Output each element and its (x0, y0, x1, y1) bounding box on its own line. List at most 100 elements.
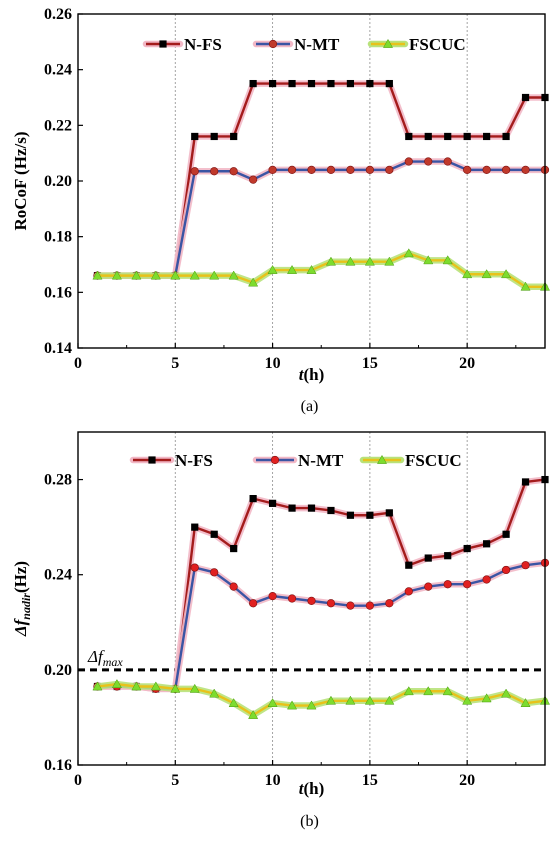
legend-label: FSCUC (405, 451, 462, 470)
legend: N-FS N-MT FSCUC (129, 451, 462, 470)
square-marker-17 (405, 561, 413, 569)
triangle-marker-17 (403, 248, 414, 258)
legend-label: N-FS (175, 451, 213, 470)
circle-marker-9 (249, 599, 258, 608)
circle-marker-22 (501, 165, 511, 174)
triangle-marker-10 (267, 698, 278, 708)
triangle-marker-20 (462, 695, 473, 705)
triangle-marker-17 (403, 686, 414, 696)
x-axis-label-unit: (h) (303, 779, 324, 798)
square-marker-13 (327, 506, 335, 515)
triangle-marker-12 (306, 700, 317, 710)
legend-label: N-MT (298, 451, 344, 470)
x-tick-label-2: 10 (265, 355, 281, 372)
square-marker-22 (502, 530, 510, 538)
square-marker-8 (230, 544, 238, 553)
triangle-marker-19 (442, 686, 453, 696)
x-tick-label-4: 20 (459, 772, 475, 789)
x-axis-label: t(h) (299, 365, 325, 384)
circle-marker-22 (501, 565, 511, 575)
circle-marker-15 (365, 165, 374, 174)
circle-marker-0 (268, 39, 278, 49)
circle-marker-6 (190, 167, 199, 176)
circle-marker-7 (210, 167, 219, 176)
square-marker-14 (346, 511, 355, 519)
circle-marker-16 (385, 599, 394, 608)
square-marker-6 (191, 523, 199, 531)
legend: N-FS N-MT FSCUC (142, 35, 466, 54)
square-marker-0 (148, 456, 156, 464)
triangle-marker-22 (501, 269, 512, 279)
y-axis-label-main: Δf (11, 617, 30, 637)
circle-marker-0 (270, 455, 280, 465)
y-axis-label: Δfnadir(Hz) (11, 561, 33, 637)
y-tick-label-5: 0.24 (44, 62, 72, 79)
series-line (97, 82, 545, 277)
y-tick-label-1: 0.20 (44, 662, 72, 679)
circle-marker-18 (424, 157, 433, 166)
triangle-marker-5 (170, 683, 181, 693)
series-n-fs (93, 79, 549, 280)
triangle-marker-18 (423, 255, 434, 265)
circle-marker-10 (268, 592, 277, 601)
triangle-marker-2 (111, 679, 122, 688)
series-glow-line (94, 80, 549, 279)
y-tick-label-2: 0.24 (44, 567, 72, 584)
square-marker-11 (288, 79, 296, 88)
x-tick-label-2: 10 (265, 772, 281, 789)
square-marker-15 (366, 79, 374, 88)
circle-marker-23 (521, 561, 530, 570)
y-tick-label-1: 0.16 (44, 284, 72, 301)
y-tick-label-2: 0.18 (44, 229, 72, 246)
triangle-marker-12 (306, 264, 317, 274)
y-tick-label-0: 0.16 (44, 757, 72, 774)
square-marker-16 (385, 509, 393, 517)
triangle-marker-16 (384, 695, 395, 705)
legend-item-fscuc: FSCUC (367, 35, 466, 54)
triangle-marker-9 (248, 277, 259, 287)
reference-line-label-main: Δf (87, 647, 105, 666)
triangle-marker-19 (442, 255, 453, 265)
square-marker-0 (159, 40, 167, 48)
x-axis-label: t(h) (299, 779, 325, 798)
circle-marker-21 (482, 165, 491, 174)
circle-marker-20 (463, 165, 472, 174)
triangle-marker-5 (170, 270, 181, 280)
circle-marker-23 (521, 165, 530, 174)
triangle-marker-7 (209, 270, 220, 280)
square-marker-12 (307, 79, 316, 88)
panel-label: (a) (301, 398, 319, 415)
square-marker-22 (502, 132, 510, 141)
x-tick-label-1: 5 (171, 355, 179, 372)
y-tick-label-6: 0.26 (44, 6, 72, 23)
plot-frame (77, 431, 546, 766)
circle-marker-17 (404, 587, 413, 596)
square-marker-10 (268, 79, 277, 88)
circle-marker-18 (424, 582, 433, 591)
square-marker-23 (521, 478, 530, 486)
series-n-mt (93, 558, 550, 693)
y-axis-label: RoCoF (Hz/s) (11, 132, 30, 231)
circle-marker-17 (404, 157, 413, 166)
x-tick-label-1: 5 (171, 772, 179, 789)
triangle-marker-4 (150, 270, 161, 280)
triangle-marker-11 (287, 264, 298, 274)
series-fscuc (92, 679, 550, 719)
square-marker-16 (385, 79, 393, 88)
triangle-marker-1 (92, 270, 103, 280)
triangle-marker-3 (131, 681, 142, 691)
x-axis-label-var: t (299, 365, 305, 384)
x-tick-label-0: 0 (74, 772, 82, 789)
circle-marker-8 (229, 582, 238, 591)
circle-marker-21 (482, 575, 491, 584)
triangle-marker-6 (189, 683, 200, 693)
triangle-marker-21 (481, 693, 492, 703)
square-marker-23 (521, 93, 530, 102)
square-marker-13 (327, 79, 335, 88)
series-line (97, 682, 546, 717)
triangle-marker-15 (364, 256, 375, 266)
square-marker-10 (268, 499, 277, 507)
circle-marker-13 (326, 599, 336, 608)
square-marker-7 (210, 530, 218, 538)
